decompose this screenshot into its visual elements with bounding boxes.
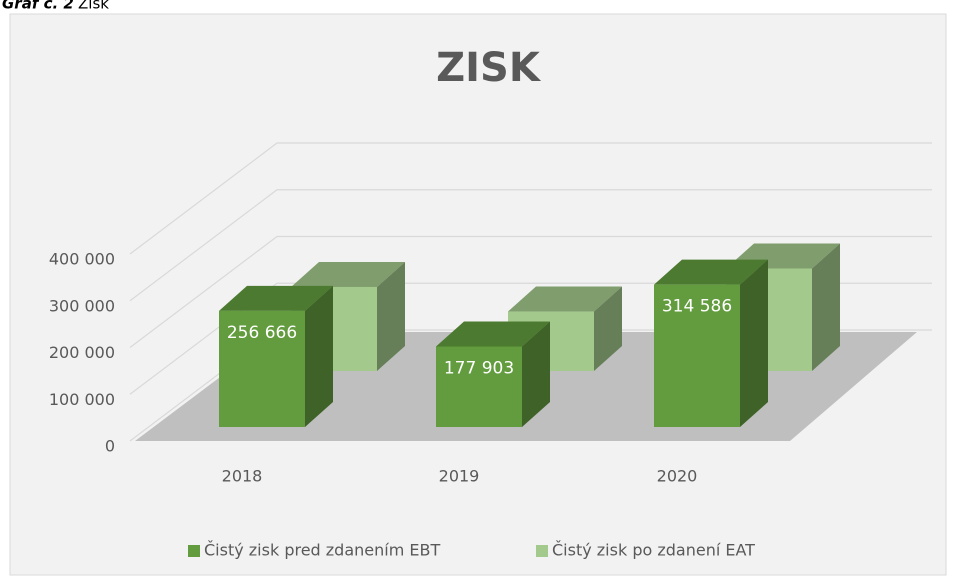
bar: [219, 310, 305, 427]
bar-top: [291, 261, 405, 287]
caption-label: Graf č. 2: [2, 0, 74, 13]
y-tick-label: 200 000: [49, 343, 115, 362]
bar-side: [594, 286, 622, 371]
bar: [436, 346, 522, 427]
bar-side: [740, 259, 768, 427]
bar-side: [812, 243, 840, 371]
legend-swatch: [536, 545, 548, 557]
grid-line: [129, 142, 932, 255]
data-label: 177 903: [444, 358, 514, 378]
y-tick-label: 400 000: [49, 250, 115, 269]
legend-label: Čistý zisk po zdanení EAT: [552, 541, 755, 560]
bar: [654, 284, 740, 427]
bar-top: [219, 285, 333, 311]
legend-swatch: [188, 545, 200, 557]
y-tick-label: 300 000: [49, 296, 115, 315]
x-tick-label: 2020: [657, 467, 698, 486]
bar-top: [508, 286, 622, 312]
grid-line: [129, 189, 932, 302]
chart-title: ZISK: [436, 45, 542, 91]
data-label: 314 586: [662, 297, 732, 317]
bar-side: [305, 285, 333, 427]
bar-top: [654, 259, 768, 285]
y-tick-label: 100 000: [49, 390, 115, 409]
y-tick-label: 0: [105, 437, 115, 456]
data-label: 256 666: [227, 323, 297, 343]
grid-line: [129, 235, 932, 348]
caption-text: Zisk: [78, 0, 109, 13]
bar-top: [436, 321, 550, 347]
x-tick-label: 2019: [439, 467, 480, 486]
bar-side: [522, 321, 550, 427]
x-tick-label: 2018: [222, 467, 263, 486]
legend-label: Čistý zisk pred zdanením EBT: [204, 541, 440, 560]
bar-side: [377, 261, 405, 371]
